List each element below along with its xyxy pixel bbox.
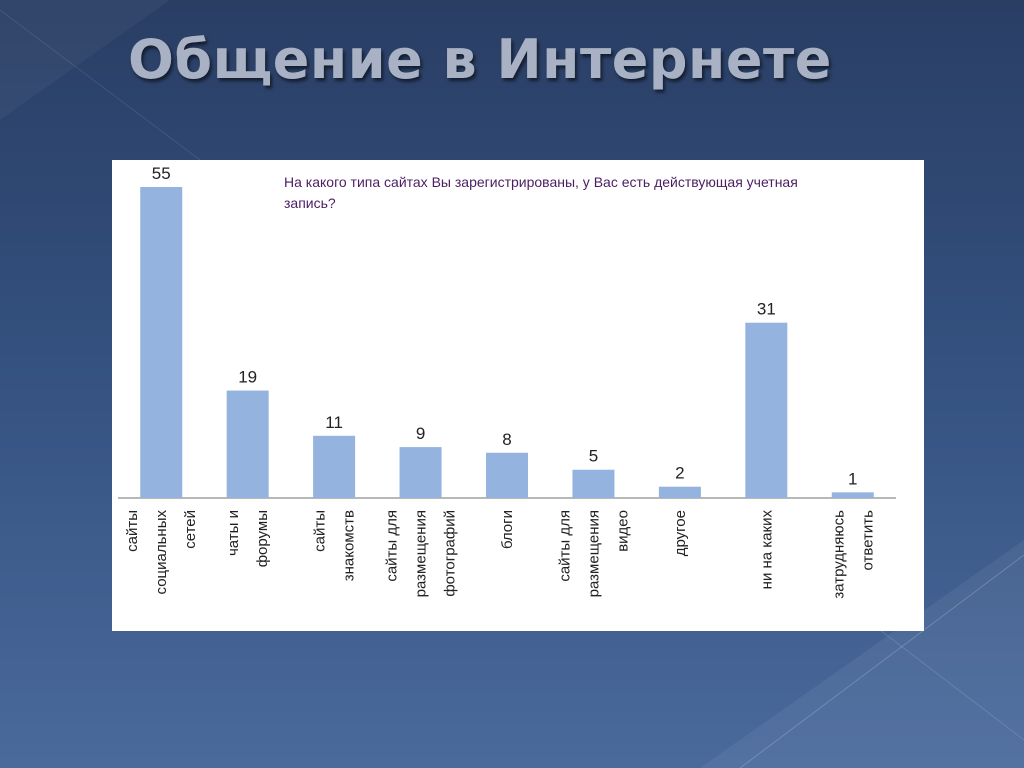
bar [572, 469, 615, 498]
category-label-line: размещения [413, 510, 430, 597]
background-shard [0, 0, 170, 120]
slide-title: Общение в Интернете [128, 28, 832, 91]
data-label: 11 [325, 413, 343, 432]
category-label-line: ни на каких [758, 510, 775, 590]
category-label-line: сетей [182, 510, 199, 549]
category-label: сайты знакомств [312, 510, 358, 581]
category-label: ни на каких [758, 510, 775, 590]
category-label-line: сайты для [384, 510, 401, 582]
category-label-line: сайты [312, 510, 329, 552]
data-label: 19 [238, 368, 257, 387]
background-diagonal-line [879, 629, 1024, 741]
bar [831, 492, 874, 498]
data-label: 31 [757, 300, 776, 319]
category-label-line: фотографий [442, 510, 459, 597]
data-label: 55 [152, 164, 171, 183]
bar [399, 447, 442, 498]
chart-title: На какого типа сайтах Вы зарегистрирован… [284, 174, 798, 211]
category-label-line: чаты и [225, 510, 242, 556]
category-label: блоги [499, 510, 516, 549]
bar [313, 435, 356, 498]
data-label: 2 [675, 464, 684, 483]
bar [658, 486, 701, 498]
category-label-line: другое [672, 510, 689, 556]
category-label-line: социальных [153, 510, 170, 595]
category-label: сайты для размещения фотографий [384, 510, 459, 597]
category-label-line: форумы [254, 510, 271, 567]
category-label: другое [672, 510, 689, 556]
background-shard [700, 540, 1024, 768]
category-label-line: ответить [859, 510, 876, 571]
category-label: сайты социальных сетей [124, 510, 199, 595]
bar [745, 322, 788, 498]
category-label-line: размещения [585, 510, 602, 597]
category-label-line: блоги [499, 510, 516, 549]
chart-panel: 55 сайты социальных сетей 19 чаты и форумы 11 са… [112, 160, 924, 631]
category-label-line: сайты для [556, 510, 573, 582]
data-label: 8 [502, 430, 511, 449]
category-label: затрудняюсь ответить [830, 510, 876, 599]
category-label-line: затрудняюсь [830, 510, 847, 599]
category-label: чаты и форумы [225, 510, 271, 567]
data-label: 5 [589, 447, 598, 466]
data-label: 9 [416, 424, 425, 443]
bar [140, 187, 183, 498]
category-label: сайты для размещения видео [556, 510, 631, 597]
category-label-line: знакомств [341, 510, 358, 581]
bar [226, 390, 269, 498]
bar [486, 452, 528, 498]
category-label-line: видео [614, 510, 631, 552]
data-label: 1 [848, 469, 857, 488]
background-diagonal-line [739, 554, 1024, 768]
category-label-line: сайты [124, 510, 141, 552]
